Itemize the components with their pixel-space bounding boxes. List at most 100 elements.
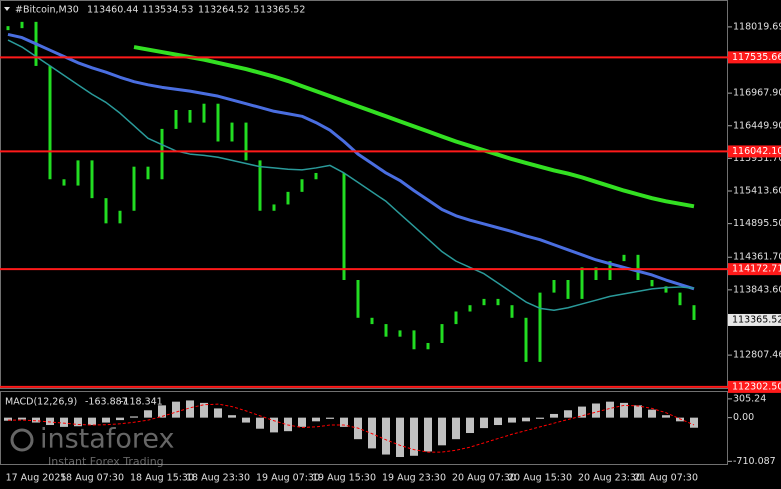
moving-average	[7, 39, 695, 311]
y-tick-label: 114895.50	[733, 218, 781, 229]
macd-bar	[74, 417, 82, 427]
macd-bar	[284, 417, 292, 432]
macd-bar	[592, 403, 600, 418]
y-tick-label: 113843.60	[733, 284, 781, 295]
y-tick-label: 305.24	[733, 393, 766, 404]
macd-bar	[438, 417, 446, 446]
macd-panel-frame	[0, 391, 728, 465]
macd-bar	[32, 417, 40, 423]
macd-bar	[326, 417, 334, 419]
macd-bar	[606, 401, 614, 418]
macd-bar	[172, 401, 180, 418]
level-label: 114172.71	[732, 264, 781, 275]
x-tick-label: 18 Aug 23:30	[186, 473, 250, 484]
signal-value: -118.341	[120, 397, 163, 408]
x-tick-label: 17 Aug 2025	[6, 473, 67, 484]
macd-value: -163.887	[85, 397, 128, 408]
macd-bar	[46, 417, 54, 426]
level-label-box	[728, 380, 781, 393]
y-tick-label: 116967.90	[733, 88, 781, 99]
level-label-box	[728, 263, 781, 276]
x-tick-label: 20 Aug 15:30	[508, 473, 572, 484]
y-tick-label: 115931.70	[733, 153, 781, 164]
macd-bar	[270, 417, 278, 433]
signal-line	[8, 403, 695, 453]
macd-bar	[242, 417, 250, 423]
macd-bar	[648, 409, 656, 418]
macd-bar	[494, 417, 502, 426]
y-tick-label: 116449.90	[733, 120, 781, 131]
y-tick-label: 114361.70	[733, 252, 781, 263]
watermark: instaforex Instant Forex Trading	[10, 424, 174, 468]
menu-icon[interactable]	[4, 7, 10, 11]
low-value: 113264.52	[198, 5, 249, 16]
macd-bar	[214, 408, 222, 418]
macd-bar	[256, 417, 264, 429]
macd-bar	[690, 417, 698, 428]
y-tick-label: 118019.69	[733, 21, 781, 32]
y-tick-label: 112807.46	[733, 350, 781, 361]
macd-bar	[424, 417, 432, 452]
macd-bar	[88, 417, 96, 426]
macd-bar	[480, 417, 488, 429]
macd-bar	[368, 417, 376, 449]
price-label-box	[728, 313, 781, 326]
level-label: 116042.10	[732, 146, 781, 157]
level-label-box	[728, 145, 781, 158]
macd-bar	[60, 417, 68, 427]
moving-average	[7, 32, 695, 291]
x-tick-label: 19 Aug 07:30	[256, 473, 320, 484]
level-label: 117535.66	[732, 52, 781, 63]
x-tick-label: 19 Aug 23:30	[382, 473, 446, 484]
level-label-box	[728, 51, 781, 64]
chart-title: #Bitcoin,M30	[15, 5, 79, 16]
macd-bar	[536, 417, 544, 419]
macd-bar	[102, 417, 110, 423]
moving-average	[133, 45, 695, 209]
macd-bar	[158, 405, 166, 418]
macd-bar	[466, 417, 474, 434]
macd-bar	[130, 416, 138, 418]
macd-bar	[410, 417, 418, 456]
level-label: 112302.50	[732, 381, 781, 392]
y-tick-label: 115413.60	[733, 186, 781, 197]
x-tick-label: 20 Aug 07:30	[452, 473, 516, 484]
macd-bar	[312, 417, 320, 422]
macd-bar	[508, 417, 516, 423]
macd-bar	[18, 417, 26, 420]
macd-bar	[382, 417, 390, 455]
high-value: 113534.53	[142, 5, 193, 16]
macd-bar	[676, 417, 684, 422]
macd-bar	[452, 417, 460, 440]
price-label: 113365.52	[732, 314, 781, 325]
macd-bar	[228, 415, 236, 418]
macd-bar	[4, 417, 12, 421]
macd-bar	[396, 417, 404, 458]
watermark-tagline: Instant Forex Trading	[48, 455, 164, 468]
macd-bar	[144, 410, 152, 418]
open-value: 113460.44	[87, 5, 138, 16]
x-tick-label: 18 Aug 15:30	[130, 473, 194, 484]
close-value: 113365.52	[254, 5, 305, 16]
y-tick-label: -710.087	[733, 456, 776, 467]
x-tick-label: 20 Aug 23:30	[578, 473, 642, 484]
macd-bar	[522, 417, 530, 422]
macd-bar	[298, 417, 306, 427]
y-tick-label: 0.00	[733, 412, 754, 423]
x-tick-label: 18 Aug 07:30	[60, 473, 124, 484]
macd-bar	[550, 413, 558, 418]
macd-title: MACD(12,26,9)	[5, 397, 77, 408]
macd-bar	[620, 402, 628, 418]
main-panel-frame	[0, 0, 728, 389]
macd-bar	[634, 405, 642, 418]
x-tick-label: 21 Aug 07:30	[634, 473, 698, 484]
macd-bar	[200, 402, 208, 418]
watermark-logo	[10, 428, 34, 452]
macd-bar	[578, 406, 586, 418]
macd-bar	[186, 400, 194, 418]
macd-bar	[116, 417, 124, 421]
watermark-brand: instaforex	[40, 424, 174, 455]
macd-bar	[564, 410, 572, 418]
x-tick-label: 19 Aug 15:30	[312, 473, 376, 484]
